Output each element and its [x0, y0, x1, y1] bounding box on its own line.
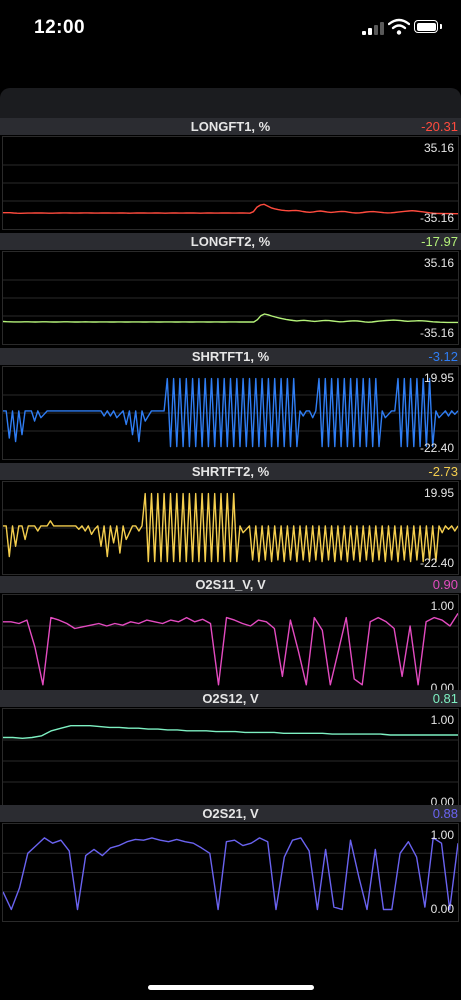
line-chart [3, 377, 458, 448]
panel-header: SHRTFT1, % -3.12 [0, 348, 461, 365]
panel-current-value: -2.73 [428, 464, 458, 479]
wifi-icon [388, 18, 410, 35]
series-line [3, 377, 458, 448]
panel-current-value: 0.90 [432, 577, 458, 592]
panel-title: LONGFT1, % [190, 119, 271, 134]
panel-title: SHRTFT1, % [191, 349, 270, 364]
y-axis-max-label: 19.95 [423, 486, 454, 500]
series-line [3, 492, 458, 563]
series-line [3, 613, 458, 686]
y-axis-min-label: -35.16 [419, 326, 454, 340]
series-line [3, 203, 458, 215]
panel-current-value: -3.12 [428, 349, 458, 364]
y-axis-min-label: -22.40 [419, 556, 454, 570]
y-axis-min-label: 0.00 [430, 902, 454, 916]
y-axis-max-label: 1.00 [430, 828, 454, 842]
battery-icon [414, 20, 438, 33]
series-line [3, 313, 458, 324]
home-indicator[interactable] [148, 985, 314, 990]
panel-title: O2S11_V, V [195, 577, 266, 592]
status-bar: 12:00 [0, 0, 461, 60]
y-axis-max-label: 19.95 [423, 371, 454, 385]
plot-area: 19.95 -22.40 [2, 481, 459, 575]
plot-area: 19.95 -22.40 [2, 366, 459, 460]
panel-current-value: 0.81 [432, 691, 458, 706]
y-axis-max-label: 35.16 [423, 141, 454, 155]
panel-header: O2S12, V 0.81 [0, 690, 461, 707]
line-chart [3, 725, 458, 783]
y-axis-max-label: 1.00 [430, 599, 454, 613]
y-axis-max-label: 1.00 [430, 713, 454, 727]
line-chart [3, 613, 458, 686]
panel-current-value: 0.88 [432, 806, 458, 821]
panel-header: O2S11_V, V 0.90 [0, 576, 461, 593]
panel-title: SHRTFT2, % [191, 464, 270, 479]
sheet-grabber-bar[interactable] [0, 88, 461, 118]
y-axis-min-label: -22.40 [419, 441, 454, 455]
panel-header: LONGFT1, % -20.31 [0, 118, 461, 135]
series-line [3, 725, 458, 739]
y-axis-min-label: -35.16 [419, 211, 454, 225]
plot-area: 1.00 0.00 [2, 708, 459, 814]
panel-current-value: -17.97 [421, 234, 458, 249]
panel-header: LONGFT2, % -17.97 [0, 233, 461, 250]
plot-area: 1.00 0.00 [2, 823, 459, 922]
cellular-signal-icon [362, 21, 384, 35]
panel-title: O2S12, V [202, 691, 259, 706]
line-chart [3, 837, 458, 911]
status-time: 12:00 [34, 17, 86, 38]
line-chart [3, 279, 458, 324]
line-chart [3, 492, 458, 563]
line-chart [3, 164, 458, 215]
panel-header: SHRTFT2, % -2.73 [0, 463, 461, 480]
panel-header: O2S21, V 0.88 [0, 805, 461, 822]
plot-area: 35.16 -35.16 [2, 251, 459, 345]
panel-title: O2S21, V [202, 806, 259, 821]
battery-tip [440, 24, 442, 29]
series-line [3, 837, 458, 911]
panel-current-value: -20.31 [421, 119, 458, 134]
plot-area: 1.00 0.00 [2, 594, 459, 700]
y-axis-max-label: 35.16 [423, 256, 454, 270]
plot-area: 35.16 -35.16 [2, 136, 459, 230]
panel-title: LONGFT2, % [190, 234, 271, 249]
